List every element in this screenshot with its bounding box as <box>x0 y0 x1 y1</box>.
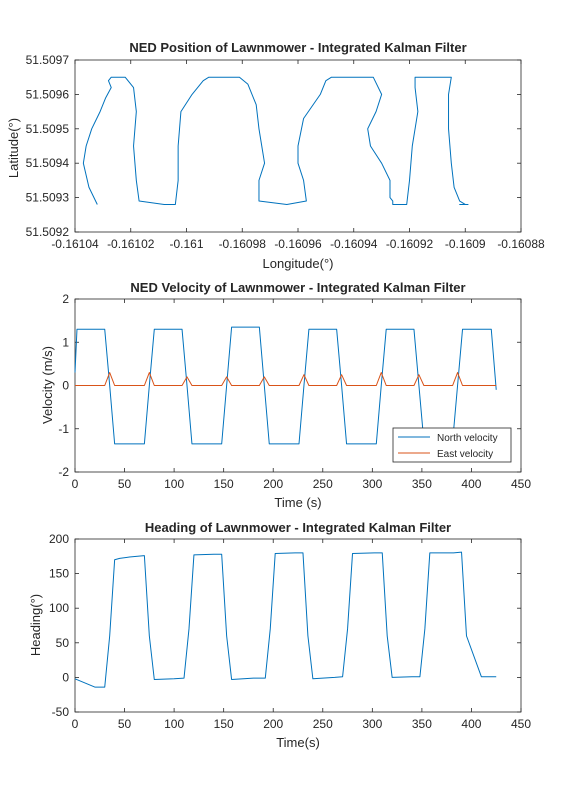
heading-ytick-label: 150 <box>49 567 69 581</box>
heading-xtick-label: 150 <box>214 717 234 731</box>
heading-xtick-label: 350 <box>412 717 432 731</box>
heading-xtick-label: 450 <box>511 717 531 731</box>
position-xtick-label: -0.16104 <box>51 237 99 251</box>
position-title: NED Position of Lawnmower - Integrated K… <box>129 40 466 55</box>
velocity-ytick-label: 1 <box>62 335 69 349</box>
position-ytick-label: 51.5093 <box>26 191 70 205</box>
legend-north-label: North velocity <box>437 433 498 444</box>
position-xtick-label: -0.16102 <box>107 237 155 251</box>
heading-xtick-label: 0 <box>72 717 79 731</box>
velocity-ytick-label: -2 <box>58 465 69 479</box>
position-xtick-label: -0.1609 <box>445 237 486 251</box>
velocity-xtick-label: 400 <box>461 477 481 491</box>
heading-plot-area: 0 50 100 150 200 250 300 350 400 450-500501001502… <box>49 532 531 731</box>
position-plot-area: -0.16104 -0.16102 -0.161 -0.16098 -0.16096 -0… <box>26 53 545 251</box>
heading-xtick-label: 250 <box>313 717 333 731</box>
velocity-xtick-label: 0 <box>72 477 79 491</box>
velocity-xtick-label: 350 <box>412 477 432 491</box>
velocity-xtick-label: 100 <box>164 477 184 491</box>
position-ytick-label: 51.5097 <box>26 53 70 67</box>
position-ytick-label: 51.5092 <box>26 225 70 239</box>
position-panel: NED Position of Lawnmower - Integrated K… <box>6 40 545 271</box>
velocity-xtick-label: 250 <box>313 477 333 491</box>
position-xtick-label: -0.16088 <box>497 237 545 251</box>
velocity-xlabel: Time (s) <box>274 495 321 510</box>
position-xlabel: Longitude(°) <box>263 256 334 271</box>
position-xtick-label: -0.16098 <box>219 237 267 251</box>
heading-xtick-label: 400 <box>461 717 481 731</box>
heading-ytick-label: 0 <box>62 670 69 684</box>
heading-xtick-label: 200 <box>263 717 283 731</box>
velocity-ytick-label: -1 <box>58 422 69 436</box>
heading-ytick-label: -50 <box>52 705 70 719</box>
heading-xtick-label: 100 <box>164 717 184 731</box>
heading-xlabel: Time(s) <box>276 735 320 750</box>
heading-xtick-label: 300 <box>362 717 382 731</box>
position-ytick-label: 51.5095 <box>26 122 70 136</box>
position-xtick-label: -0.16096 <box>274 237 322 251</box>
velocity-xtick-label: 200 <box>263 477 283 491</box>
heading-ytick-label: 100 <box>49 601 69 615</box>
velocity-ylabel: Velocity (m/s) <box>40 346 55 424</box>
position-xtick-label: -0.16094 <box>330 237 378 251</box>
velocity-xtick-label: 300 <box>362 477 382 491</box>
position-ylabel: Latitude(°) <box>6 118 21 178</box>
velocity-ytick-label: 0 <box>62 379 69 393</box>
position-xtick-label: -0.161 <box>169 237 203 251</box>
heading-ytick-label: 200 <box>49 532 69 546</box>
position-ytick-label: 51.5096 <box>26 87 70 101</box>
heading-axes-box <box>75 539 521 712</box>
velocity-title: NED Velocity of Lawnmower - Integrated K… <box>130 280 465 295</box>
heading-xtick-label: 50 <box>118 717 132 731</box>
legend-east-label: East velocity <box>437 449 493 460</box>
velocity-xtick-label: 150 <box>214 477 234 491</box>
velocity-ytick-label: 2 <box>62 292 69 306</box>
velocity-legend: North velocity East velocity <box>393 428 511 462</box>
position-xtick-label: -0.16092 <box>386 237 434 251</box>
position-ytick-label: 51.5094 <box>26 156 70 170</box>
heading-title: Heading of Lawnmower - Integrated Kalman… <box>145 520 451 535</box>
heading-ytick-label: 50 <box>56 636 70 650</box>
velocity-xtick-label: 450 <box>511 477 531 491</box>
heading-ylabel: Heading(°) <box>28 594 43 656</box>
velocity-xtick-label: 50 <box>118 477 132 491</box>
